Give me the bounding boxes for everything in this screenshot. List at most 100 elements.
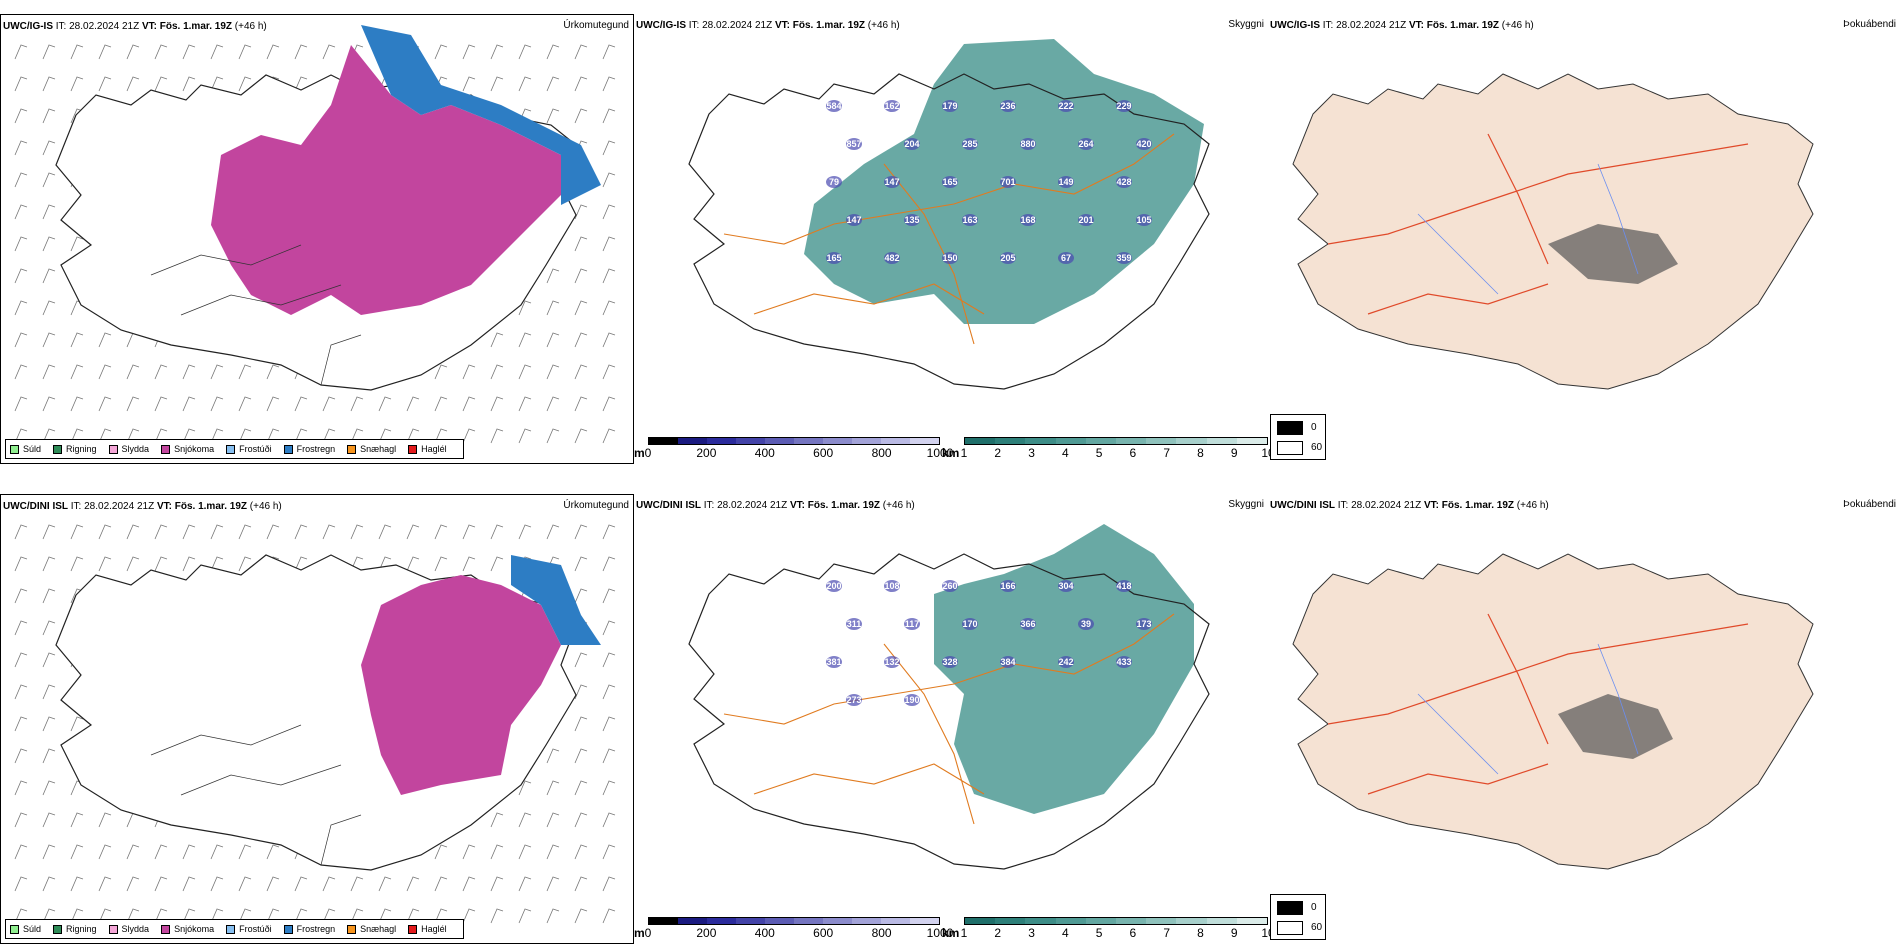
visibility-value-label: 311 (847, 619, 862, 629)
wind-barb (154, 364, 168, 380)
visibility-value-label: 201 (1078, 215, 1093, 225)
wind-barb (546, 332, 560, 348)
colorbar-tick-label: 400 (754, 926, 775, 940)
wind-barb (490, 44, 504, 60)
wind-barb (462, 44, 476, 60)
cloud-base-ticks: 0 200 400 600 800 1000 (644, 446, 954, 460)
cloud-base-blob (826, 100, 842, 112)
wind-barb (154, 908, 168, 924)
visibility-value-label: 857 (846, 139, 861, 149)
fog-panel-top: UWC/IG-IS IT: 28.02.2024 21Z VT: Fös. 1.… (1268, 14, 1900, 464)
colorbar-segment (1146, 438, 1177, 444)
visibility-value-label: 190 (904, 695, 919, 705)
wind-barb (42, 652, 56, 668)
wind-barb (14, 588, 28, 604)
visibility-value-label: 147 (846, 215, 861, 225)
cloud-base-colorbar-bottom: m 0 200 400 600 800 1000 (634, 917, 953, 941)
wind-barb (182, 876, 196, 892)
visibility-unit: km (942, 926, 960, 940)
wind-barb (154, 876, 168, 892)
visibility-value-label: 366 (1020, 619, 1035, 629)
colorbar-segment (965, 438, 996, 444)
wind-barb (70, 844, 84, 860)
wind-barb (210, 364, 224, 380)
visibility-value-label: 179 (942, 101, 957, 111)
wind-barb (574, 268, 588, 284)
colorbar-tick-label: 5 (1095, 926, 1103, 940)
fog-map (1292, 553, 1814, 870)
cloud-base-blob (846, 694, 862, 706)
wind-barb (378, 876, 392, 892)
wind-barb (602, 140, 616, 156)
wind-barb (546, 108, 560, 124)
wind-barb (518, 396, 532, 412)
colorbar-tick-label: 0 (644, 446, 652, 460)
wind-barb (14, 364, 28, 380)
fog-legend-bottom: 0 60 (1270, 894, 1326, 940)
wind-barb (42, 684, 56, 700)
wind-barb (546, 748, 560, 764)
panel-header: UWC/IG-IS IT: 28.02.2024 21Z VT: Fös. 1.… (636, 20, 900, 31)
wind-barb (602, 204, 616, 220)
panel-header: UWC/DINI ISL IT: 28.02.2024 21Z VT: Fös.… (636, 500, 915, 511)
wind-barb (378, 428, 392, 444)
visibility-value-label: 229 (1116, 101, 1131, 111)
visibility-value-label: 162 (884, 101, 899, 111)
cloud-base-unit: m (634, 926, 645, 940)
wind-barb (14, 684, 28, 700)
colorbar-tick-label: 400 (754, 446, 775, 460)
visibility-colorbar-bottom: km 1 2 3 4 5 6 7 8 9 10 (942, 917, 1275, 941)
wind-barb (574, 844, 588, 860)
visibility-value-label: 428 (1116, 177, 1131, 187)
colorbar-tick-label: 1 (960, 446, 968, 460)
wind-barb (14, 44, 28, 60)
roads (150, 244, 362, 386)
wind-barb (42, 780, 56, 796)
wind-barb (490, 428, 504, 444)
wind-barb (602, 524, 616, 540)
wind-barb (434, 44, 448, 60)
freezing-rain-area (511, 555, 601, 645)
wind-barb (14, 76, 28, 92)
cloud-base-blob (904, 694, 920, 706)
wind-barb (42, 44, 56, 60)
visibility-value-label: 204 (904, 139, 919, 149)
legend-swatch (408, 444, 418, 454)
wind-barb (406, 396, 420, 412)
cloud-base-blob (1136, 618, 1152, 630)
cloud-base-blob (962, 618, 978, 630)
wind-barb (406, 876, 420, 892)
visibility-value-label: 273 (846, 695, 861, 705)
visibility-value-label: 236 (1000, 101, 1015, 111)
legend-label: Snæhagl (360, 444, 397, 454)
panel-title: Skyggni (1228, 499, 1264, 510)
wind-barb (182, 908, 196, 924)
wind-barb (126, 44, 140, 60)
wind-barb (154, 428, 168, 444)
fog-swatch-black (1277, 901, 1303, 915)
cloud-base-gradient (648, 917, 940, 925)
colorbar-segment (678, 438, 707, 444)
colorbar-segment (995, 438, 1026, 444)
legend-label: Rigning (66, 924, 97, 934)
visibility-map: 200 108 260 166 304 418 311 117 170 366 39 173 381 13… (688, 524, 1210, 870)
visibility-value-label: 200 (826, 581, 841, 591)
wind-barb (406, 524, 420, 540)
cloud-base-blob (884, 656, 900, 668)
colorbar-tick-label: 200 (696, 926, 717, 940)
visibility-value-label: 105 (1136, 215, 1151, 225)
wind-barb (602, 44, 616, 60)
roads (1327, 613, 1749, 795)
wind-barb (546, 300, 560, 316)
wind-barb (518, 780, 532, 796)
wind-barb (42, 556, 56, 572)
wind-barb (462, 428, 476, 444)
legend-item: Snjókoma (161, 444, 214, 454)
wind-barb (238, 844, 252, 860)
wind-barb (42, 332, 56, 348)
wind-barb (42, 172, 56, 188)
wind-barb (154, 524, 168, 540)
cloud-base-blob (1136, 214, 1152, 226)
legend-label: Slydda (121, 444, 150, 454)
visibility-value-label: 222 (1058, 101, 1073, 111)
